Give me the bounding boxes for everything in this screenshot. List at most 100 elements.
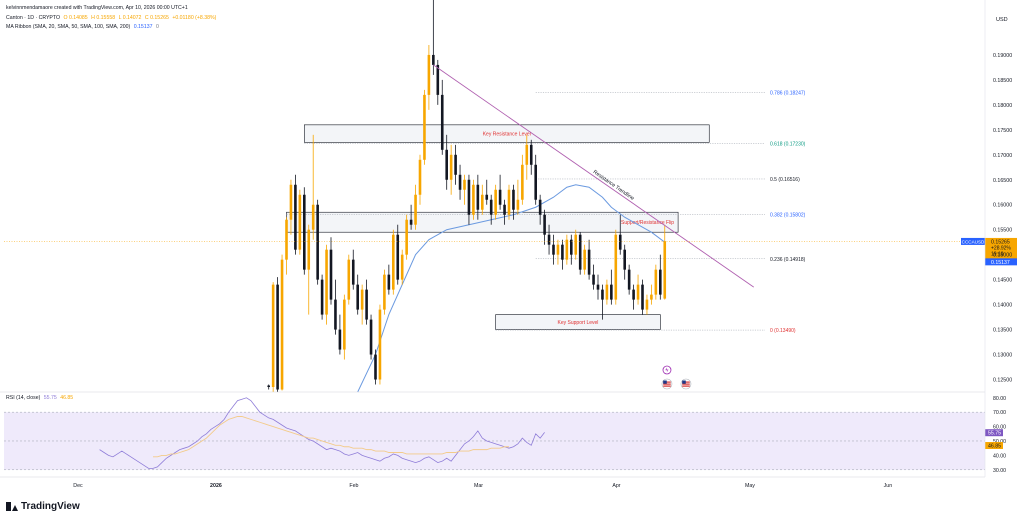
candle-body — [618, 234, 622, 250]
symbol-tag-text: CCCAUSD — [962, 239, 985, 244]
last-price-countdown: 19:19 — [991, 251, 1004, 257]
ma-layer — [357, 184, 666, 393]
rsi-legend-label[interactable]: RSI (14, close) — [6, 395, 41, 401]
candle-body — [538, 199, 542, 215]
time-tick-label: Apr — [612, 483, 620, 489]
candle-body — [423, 94, 426, 160]
candle-body — [405, 219, 408, 255]
rsi-tick-label: 80.00 — [993, 396, 1006, 402]
last-price-value: 0.15265 — [991, 239, 1010, 245]
tradingview-logo-icon — [6, 501, 18, 511]
price-tick-label: 0.17500 — [993, 128, 1012, 134]
candle-body — [601, 289, 604, 300]
candle-body — [481, 194, 484, 210]
price-tick-label: 0.19000 — [993, 53, 1012, 59]
author-text: kelvinnmendamaore created with TradingVi… — [6, 5, 188, 11]
price-tick-label: 0.17000 — [993, 153, 1012, 159]
candle-body — [338, 329, 342, 350]
candle-body — [521, 164, 524, 200]
candle-body — [351, 259, 355, 285]
candle-body — [659, 269, 662, 295]
price-tick-label: 0.18500 — [993, 78, 1012, 84]
candle-body — [650, 294, 653, 300]
candle-body — [280, 259, 284, 390]
candle-body — [529, 144, 533, 165]
candle-body — [271, 284, 275, 388]
zone-label: Support/Resistance Flip — [621, 220, 674, 226]
candle-body — [298, 194, 302, 250]
candle-body — [307, 229, 311, 270]
ohlc-change: +0.01180 (+8.38%) — [172, 15, 217, 21]
time-tick-label: Mar — [474, 483, 483, 489]
ma-legend-extra: 0 — [155, 24, 159, 30]
candle-body — [427, 54, 431, 95]
candle-body — [574, 234, 578, 255]
price-tick-label: 0.16000 — [993, 203, 1012, 209]
candle-body — [400, 254, 404, 280]
candles-layer — [267, 0, 667, 392]
candle-body — [369, 319, 373, 355]
candle-body — [507, 189, 511, 215]
rsi-ma-tag — [985, 442, 1003, 450]
candle-body — [276, 284, 279, 390]
rsi-ma-line — [153, 416, 509, 458]
candle-body — [587, 249, 591, 275]
candle-body — [489, 199, 493, 215]
candle-body — [347, 259, 351, 300]
fib-label: 0.5 (0.16516) — [770, 177, 800, 183]
rsi-tick-label: 50.00 — [993, 439, 1006, 445]
rsi-tick-label: 40.00 — [993, 453, 1006, 459]
candle-body — [627, 269, 631, 290]
tradingview-logo-text: TradingView — [21, 500, 80, 512]
candle-body — [320, 279, 324, 315]
ma-price-tag — [985, 258, 1017, 266]
candle-body — [583, 249, 586, 270]
candle-body — [436, 64, 440, 95]
fib-label: 0 (0.13490) — [770, 328, 796, 334]
candle-body — [316, 204, 319, 280]
candle-body — [360, 289, 364, 310]
candle-body — [570, 239, 573, 255]
last-price-layer: CCCAUSD 0.15265+28.92%19:19 0.15137 — [4, 237, 1017, 266]
ma-legend-label[interactable]: MA Ribbon (SMA, 20, SMA, 50, SMA, 100, S… — [6, 24, 131, 30]
currency-label: USD — [996, 17, 1008, 23]
fib-label: 0.382 (0.15802) — [770, 213, 806, 219]
rsi-value-tag — [985, 429, 1003, 437]
event-icons — [661, 365, 692, 390]
fib-layer: 0.786 (0.18247) 0.618 (0.17230) 0.5 (0.165… — [286, 91, 806, 334]
candle-body — [472, 184, 475, 215]
candle-body — [592, 274, 595, 285]
candle-body — [632, 289, 635, 300]
price-tick-label: 0.13500 — [993, 328, 1012, 334]
candle-body — [289, 184, 293, 220]
candle-body — [396, 234, 400, 280]
candle-body — [285, 219, 288, 260]
zone-label: Key Support Level — [558, 320, 599, 326]
candle-body — [387, 274, 391, 290]
zone-rect — [303, 124, 710, 143]
symbol-text[interactable]: Canton · 1D · CRYPTO — [6, 15, 61, 21]
flag-canton-icon — [682, 380, 686, 384]
ma-line — [357, 184, 666, 393]
candle-body — [329, 249, 333, 300]
ohlc-open: O 0.14085 — [63, 15, 88, 21]
tradingview-logo[interactable]: TradingView — [6, 499, 80, 513]
resistance-trendline — [433, 64, 755, 288]
candle-body — [543, 214, 546, 235]
candle-body — [565, 239, 569, 260]
candle-body — [561, 244, 564, 260]
candle-body — [418, 159, 422, 195]
candle-body — [458, 174, 462, 190]
candle-body — [636, 284, 640, 300]
candle-body — [645, 299, 649, 310]
candle-body — [414, 194, 417, 225]
candle-body — [641, 284, 644, 310]
flag-stripe-icon — [663, 381, 671, 383]
trendline-layer: Resistance Trendline — [433, 64, 755, 288]
candle-body — [610, 284, 613, 300]
time-tick-label: May — [745, 483, 755, 489]
candle-body — [267, 385, 270, 388]
